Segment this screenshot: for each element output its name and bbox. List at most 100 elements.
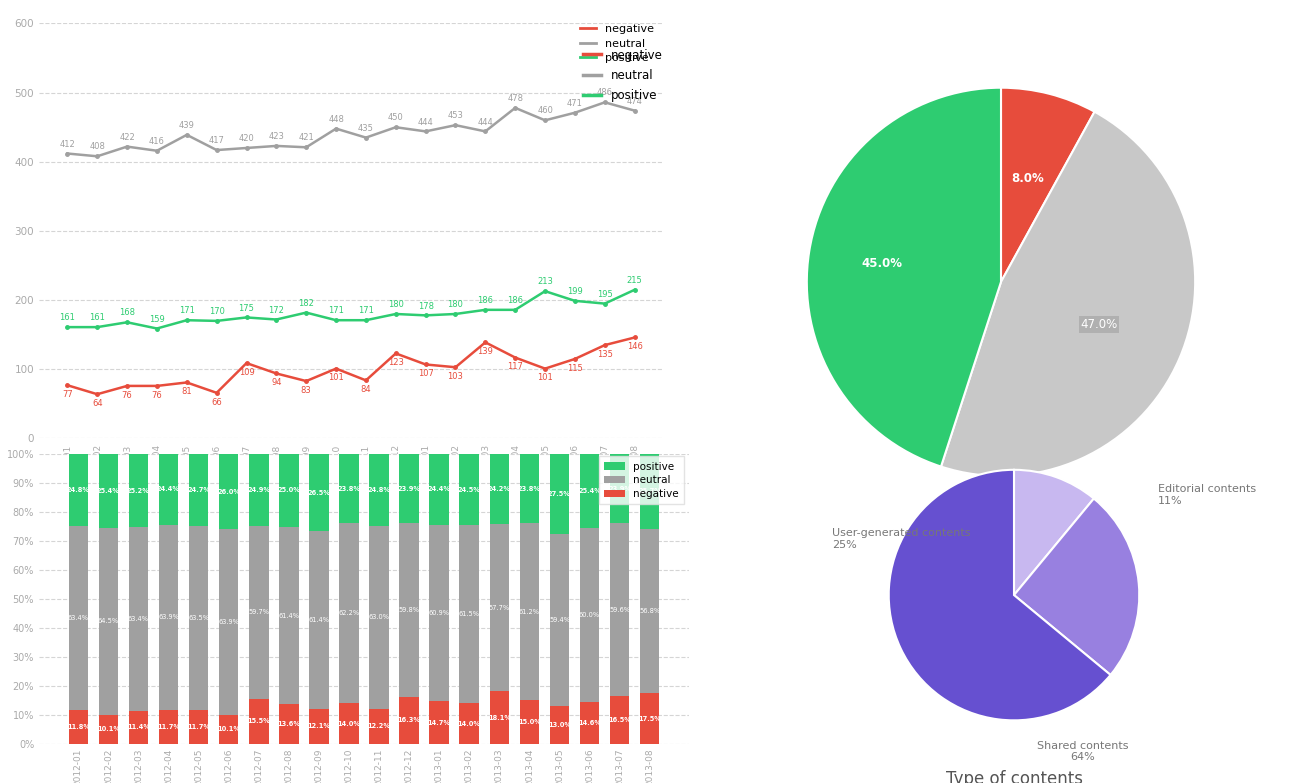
Text: 117: 117 xyxy=(507,363,523,371)
Text: 416: 416 xyxy=(150,137,165,146)
Legend: negative, neutral, positive: negative, neutral, positive xyxy=(576,20,658,67)
Title: Type of contents: Type of contents xyxy=(945,770,1083,783)
Wedge shape xyxy=(1014,499,1139,675)
Text: 11.7%: 11.7% xyxy=(157,724,181,730)
Bar xyxy=(309,709,329,744)
Bar xyxy=(550,706,569,744)
Bar xyxy=(250,454,269,526)
Bar xyxy=(69,454,88,526)
Wedge shape xyxy=(1001,88,1095,282)
Text: Shared contents
64%: Shared contents 64% xyxy=(1037,741,1128,763)
Text: 57.7%: 57.7% xyxy=(489,604,510,611)
Text: 448: 448 xyxy=(328,115,345,124)
Text: 83: 83 xyxy=(300,386,312,395)
Bar xyxy=(459,454,478,525)
Bar xyxy=(490,691,510,744)
Text: User-generated contents
25%: User-generated contents 25% xyxy=(832,528,971,550)
Text: 103: 103 xyxy=(447,372,463,381)
Bar xyxy=(218,454,238,529)
Text: 25.0%: 25.0% xyxy=(277,487,300,493)
Text: 15.0%: 15.0% xyxy=(517,719,541,725)
Bar xyxy=(159,710,178,744)
Bar xyxy=(159,525,178,710)
Text: 56.8%: 56.8% xyxy=(640,608,660,614)
Text: 59.6%: 59.6% xyxy=(610,607,630,613)
Text: 171: 171 xyxy=(328,306,345,316)
Text: 23.9%: 23.9% xyxy=(608,485,632,492)
Text: Editorial contents
11%: Editorial contents 11% xyxy=(1158,484,1256,506)
Bar xyxy=(520,454,540,523)
Text: 435: 435 xyxy=(358,124,374,133)
Bar xyxy=(640,693,659,744)
Bar xyxy=(309,454,329,531)
Text: 423: 423 xyxy=(268,132,285,141)
Text: 60.0%: 60.0% xyxy=(578,612,601,618)
Text: 24.4%: 24.4% xyxy=(428,486,451,493)
Text: 26.5%: 26.5% xyxy=(307,489,330,496)
Bar xyxy=(429,702,448,744)
Text: 135: 135 xyxy=(597,350,612,359)
Text: 450: 450 xyxy=(387,114,404,122)
Text: 215: 215 xyxy=(627,276,642,285)
Text: 422: 422 xyxy=(120,133,135,142)
Text: 420: 420 xyxy=(239,134,255,143)
Text: 10.1%: 10.1% xyxy=(217,726,240,732)
Text: 23.8%: 23.8% xyxy=(517,485,541,492)
Legend: positive, neutral, negative: positive, neutral, negative xyxy=(598,456,684,504)
Text: 11.7%: 11.7% xyxy=(187,724,211,730)
Bar xyxy=(129,454,148,527)
Bar xyxy=(429,525,448,702)
Text: 61.2%: 61.2% xyxy=(519,608,540,615)
Text: 172: 172 xyxy=(268,305,285,315)
Text: 63.0%: 63.0% xyxy=(368,614,390,620)
Bar xyxy=(129,711,148,744)
Text: 195: 195 xyxy=(597,290,612,299)
Text: 24.4%: 24.4% xyxy=(157,486,181,493)
Bar xyxy=(129,527,148,711)
Bar xyxy=(610,696,629,744)
Text: 408: 408 xyxy=(90,143,105,151)
Bar xyxy=(369,454,389,526)
Bar xyxy=(69,709,88,744)
Bar xyxy=(369,526,389,709)
Bar xyxy=(550,454,569,534)
Text: 444: 444 xyxy=(417,117,433,127)
Text: 109: 109 xyxy=(239,368,255,377)
Bar xyxy=(188,526,208,710)
Text: 8.0%: 8.0% xyxy=(1011,172,1044,185)
Text: 25.7%: 25.7% xyxy=(638,489,662,494)
Text: 10.1%: 10.1% xyxy=(96,726,120,732)
Text: 24.5%: 24.5% xyxy=(458,486,481,493)
Bar xyxy=(520,700,540,744)
Text: 27.5%: 27.5% xyxy=(549,491,571,497)
Text: 146: 146 xyxy=(627,342,642,352)
Bar xyxy=(250,526,269,699)
Text: 199: 199 xyxy=(567,287,582,296)
Bar xyxy=(280,705,299,744)
Bar xyxy=(399,454,419,523)
Text: 47.0%: 47.0% xyxy=(1080,318,1118,330)
Text: 61.4%: 61.4% xyxy=(308,617,329,622)
Text: 14.0%: 14.0% xyxy=(458,720,481,727)
Text: 15.5%: 15.5% xyxy=(247,718,270,724)
Bar xyxy=(218,529,238,715)
Text: 23.9%: 23.9% xyxy=(398,485,421,492)
Bar xyxy=(159,454,178,525)
X-axis label: Changes in sentiment structure (absolute values): Changes in sentiment structure (absolute… xyxy=(169,478,533,493)
Bar xyxy=(339,703,359,744)
Text: 471: 471 xyxy=(567,99,582,108)
Text: 412: 412 xyxy=(60,139,75,149)
Text: 63.9%: 63.9% xyxy=(218,619,239,625)
Bar xyxy=(69,526,88,709)
Text: 64: 64 xyxy=(92,399,103,408)
Bar xyxy=(250,699,269,744)
Text: 178: 178 xyxy=(417,301,434,311)
Text: 478: 478 xyxy=(507,94,523,103)
Text: 101: 101 xyxy=(328,373,345,382)
Text: 26.0%: 26.0% xyxy=(217,489,240,495)
Text: 61.5%: 61.5% xyxy=(459,612,480,617)
Text: 139: 139 xyxy=(477,347,493,356)
Text: 11.8%: 11.8% xyxy=(66,723,90,730)
Text: 63.9%: 63.9% xyxy=(159,615,179,620)
Text: 84: 84 xyxy=(360,385,372,394)
